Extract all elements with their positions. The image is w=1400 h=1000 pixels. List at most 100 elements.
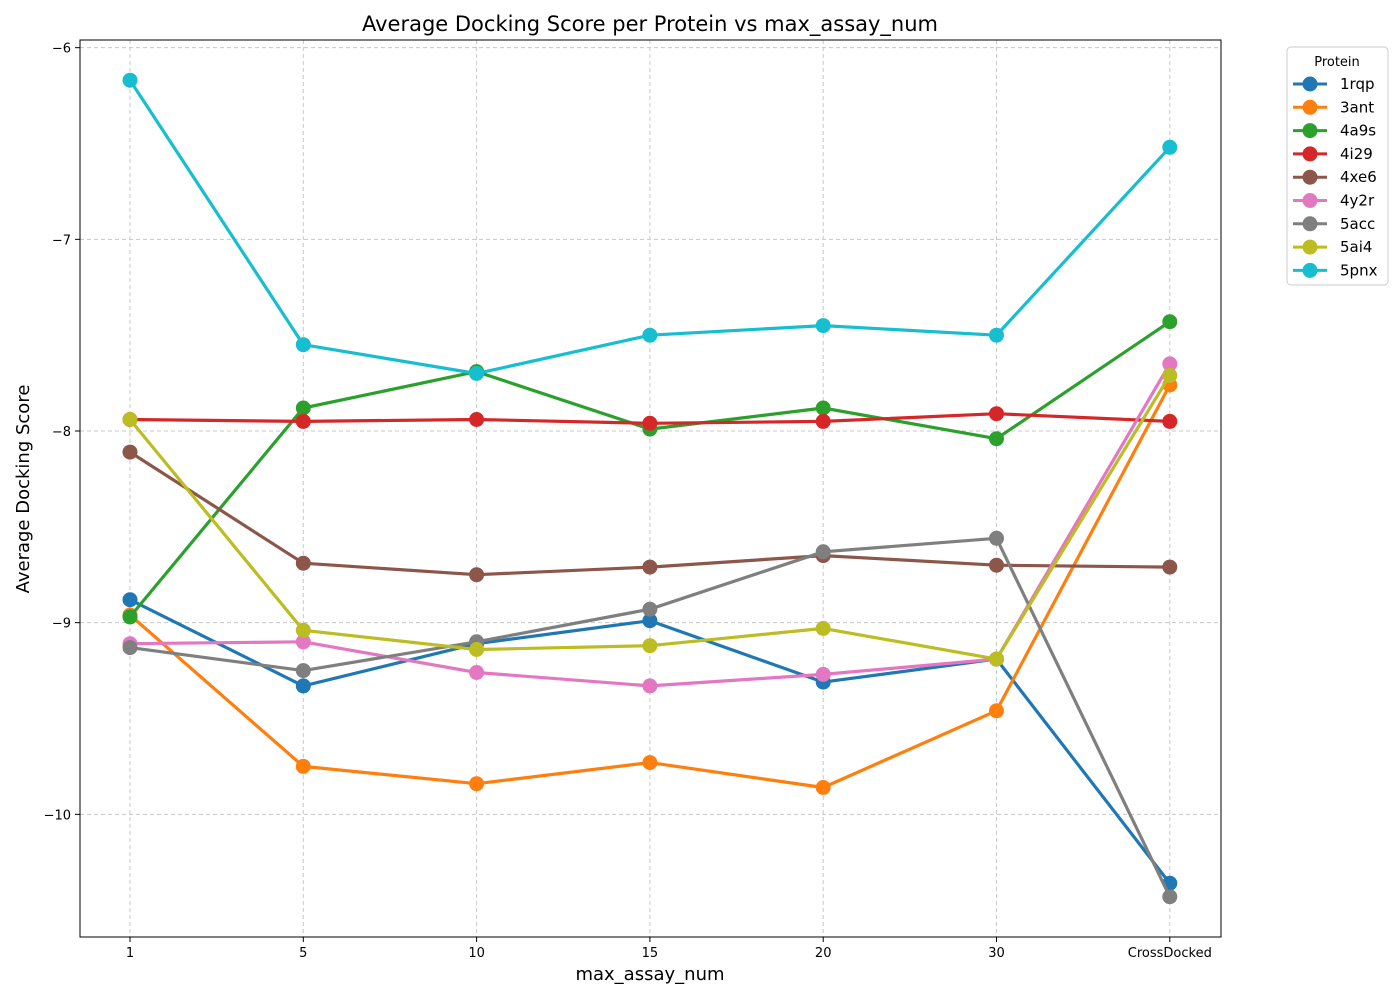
legend-title: Protein — [1314, 55, 1360, 70]
data-point — [295, 634, 311, 650]
legend-label: 4a9s — [1340, 122, 1376, 140]
data-point — [295, 413, 311, 429]
legend-label: 4xe6 — [1340, 168, 1377, 186]
data-point — [295, 400, 311, 416]
legend-item: 4y2r — [1293, 192, 1375, 210]
x-tick-label: 30 — [988, 946, 1005, 961]
series-layer — [122, 72, 1178, 905]
data-point — [295, 758, 311, 774]
data-point — [469, 412, 485, 427]
data-point — [815, 318, 831, 334]
data-point — [989, 327, 1004, 343]
data-point — [989, 406, 1004, 422]
data-point — [122, 444, 138, 460]
x-tick-label: 1 — [126, 946, 134, 961]
y-tick-label: −8 — [52, 425, 71, 440]
grid — [80, 40, 1221, 937]
x-tick-label: CrossDocked — [1128, 946, 1212, 961]
data-point — [989, 557, 1004, 573]
data-point — [295, 337, 311, 353]
data-point — [642, 638, 658, 654]
series-5acc — [122, 530, 1178, 905]
legend-item: 4a9s — [1293, 122, 1376, 140]
data-point — [1162, 367, 1178, 383]
x-tick-label: 20 — [815, 946, 832, 961]
data-point — [989, 651, 1004, 667]
data-point — [1162, 139, 1178, 155]
legend-item: 5acc — [1293, 215, 1375, 233]
data-point — [1162, 559, 1178, 575]
data-point — [469, 665, 485, 680]
data-point — [989, 431, 1004, 447]
legend-marker — [1302, 169, 1318, 185]
data-point — [122, 592, 138, 608]
legend-item: 5ai4 — [1293, 238, 1372, 256]
legend-label: 5ai4 — [1340, 238, 1372, 256]
data-point — [295, 555, 311, 571]
legend-marker — [1302, 216, 1318, 232]
data-point — [815, 544, 831, 560]
data-point — [642, 613, 658, 629]
y-axis: −10 −9 −8 −7 −6 — [44, 42, 80, 823]
legend-label: 5pnx — [1340, 261, 1378, 279]
series-5ai4 — [122, 367, 1178, 667]
plot-frame — [79, 39, 1222, 938]
data-point — [989, 530, 1004, 546]
legend-label: 4i29 — [1340, 145, 1373, 163]
data-point — [122, 640, 138, 656]
data-point — [295, 622, 311, 638]
data-point — [122, 609, 138, 625]
legend-label: 5acc — [1340, 215, 1375, 233]
data-point — [1162, 356, 1178, 372]
legend-marker — [1302, 193, 1318, 208]
data-point — [642, 678, 658, 694]
data-point — [815, 780, 831, 795]
legend-label: 4y2r — [1340, 192, 1375, 210]
legend-marker — [1302, 239, 1318, 255]
data-point — [1162, 413, 1178, 429]
legend-item: 4i29 — [1293, 145, 1373, 163]
data-point — [122, 412, 138, 427]
legend-label: 1rqp — [1340, 75, 1375, 93]
data-point — [642, 327, 658, 343]
data-point — [989, 703, 1004, 719]
data-point — [642, 559, 658, 575]
x-axis: 1 5 10 15 20 30 CrossDocked — [126, 937, 1212, 961]
y-tick-label: −10 — [44, 808, 71, 823]
data-point — [122, 72, 138, 88]
data-point — [642, 755, 658, 771]
legend-item: 5pnx — [1293, 261, 1378, 279]
data-point — [815, 400, 831, 416]
data-point — [642, 415, 658, 431]
x-tick-label: 5 — [299, 946, 307, 961]
legend-marker — [1302, 76, 1318, 92]
data-point — [469, 642, 485, 657]
data-point — [1162, 889, 1178, 905]
data-point — [295, 663, 311, 679]
y-tick-label: −6 — [52, 42, 71, 57]
legend-item: 4xe6 — [1293, 168, 1377, 186]
data-point — [469, 567, 485, 583]
data-point — [1162, 314, 1178, 330]
data-point — [815, 620, 831, 636]
data-point — [642, 601, 658, 617]
legend-marker — [1302, 99, 1318, 115]
legend-marker — [1302, 146, 1318, 162]
x-axis-label: max_assay_num — [575, 964, 724, 985]
x-tick-label: 10 — [468, 946, 485, 961]
data-point — [295, 678, 311, 694]
series-5pnx — [122, 72, 1178, 381]
data-point — [469, 776, 485, 792]
data-point — [815, 413, 831, 429]
x-tick-label: 15 — [642, 946, 659, 961]
data-point — [469, 366, 485, 381]
legend-item: 1rqp — [1293, 75, 1375, 93]
y-axis-label: Average Docking Score — [13, 385, 34, 594]
legend-item: 3ant — [1293, 98, 1374, 116]
legend-marker — [1302, 123, 1318, 139]
legend: Protein 1rqp 3ant 4a9s 4i29 4xe6 4y2r 5acc 5ai4… — [1286, 46, 1389, 286]
series-4i29 — [122, 406, 1178, 431]
chart-title: Average Docking Score per Protein vs max… — [362, 12, 938, 37]
y-tick-label: −7 — [52, 233, 71, 248]
